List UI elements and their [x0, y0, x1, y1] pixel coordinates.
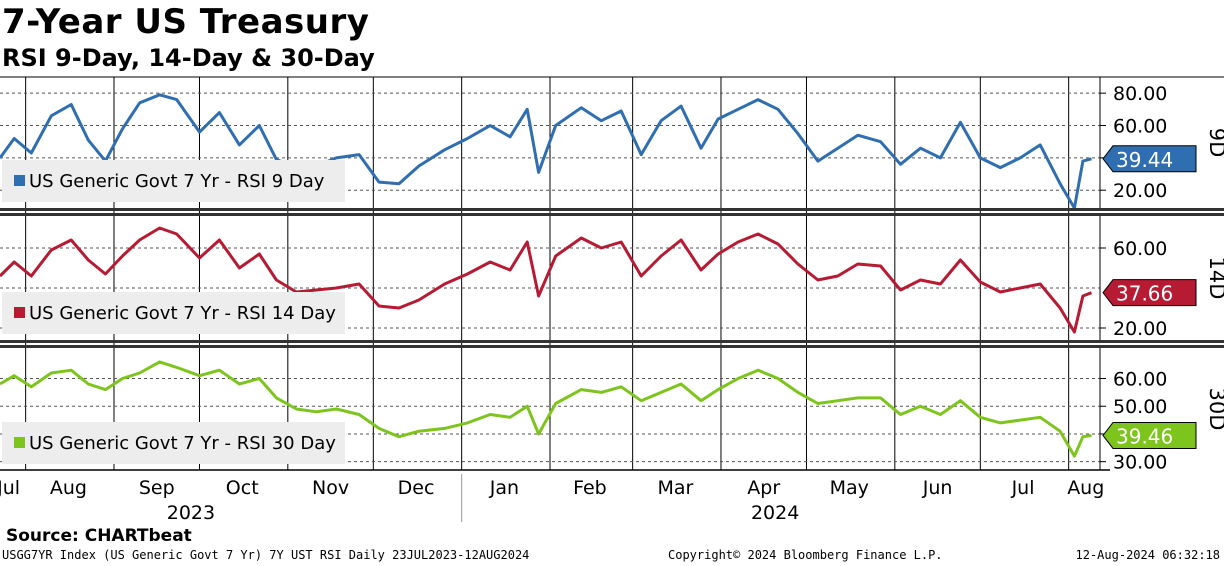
panel-tag: 30D — [1205, 388, 1224, 431]
legend-label: US Generic Govt 7 Yr - RSI 9 Day — [29, 171, 325, 192]
footer-index-info: USGG7YR Index (US Generic Govt 7 Yr) 7Y … — [2, 548, 530, 562]
panel-tag: 14D — [1205, 257, 1224, 300]
last-value-flag — [1102, 421, 1197, 449]
x-month-label: Jul — [0, 477, 20, 499]
footer-timestamp: 12-Aug-2024 06:32:18 — [1075, 548, 1221, 562]
footer-copyright: Copyright© 2024 Bloomberg Finance L.P. — [668, 548, 943, 562]
last-value-label: 39.46 — [1116, 424, 1173, 448]
x-month-label: Mar — [657, 477, 693, 499]
y-tick-label: 60.00 — [1113, 238, 1167, 260]
x-month-label: Oct — [226, 477, 259, 499]
legend-label: US Generic Govt 7 Yr - RSI 14 Day — [29, 303, 336, 324]
legend-box — [2, 292, 345, 334]
legend-swatch — [14, 175, 25, 186]
legend-label: US Generic Govt 7 Yr - RSI 30 Day — [29, 433, 336, 454]
last-value-label: 37.66 — [1116, 282, 1173, 306]
x-month-label: Aug — [50, 477, 87, 499]
legend-box — [2, 160, 345, 202]
panel-separator — [0, 213, 1224, 216]
panel-separator — [0, 345, 1224, 348]
x-year-label: 2023 — [167, 502, 215, 524]
last-value-flag — [1102, 279, 1197, 307]
x-month-label: May — [830, 477, 869, 499]
y-tick-label: 60.00 — [1113, 116, 1167, 138]
legend-swatch — [14, 437, 25, 448]
rsi-series-line — [0, 360, 1092, 458]
source-label: Source: CHARTbeat — [6, 526, 192, 546]
legend-swatch — [14, 307, 25, 318]
y-tick-label: 20.00 — [1113, 180, 1167, 202]
rsi-series-line — [0, 226, 1093, 334]
last-value-label: 39.44 — [1116, 148, 1173, 172]
x-month-label: Jan — [489, 477, 519, 499]
rsi-series-line — [0, 93, 1092, 210]
panel-separator — [0, 208, 1224, 211]
last-value-flag — [1102, 145, 1197, 173]
panel-tag: 9D — [1205, 128, 1224, 158]
y-tick-label: 30.00 — [1113, 452, 1167, 474]
x-month-label: Apr — [747, 477, 780, 499]
x-month-label: Dec — [398, 477, 435, 499]
x-month-label: Jun — [922, 477, 953, 499]
y-tick-label: 20.00 — [1113, 318, 1167, 340]
y-tick-label: 80.00 — [1113, 83, 1167, 105]
x-month-label: Feb — [573, 477, 607, 499]
x-month-label: Jul — [1011, 477, 1035, 499]
y-tick-label: 50.00 — [1113, 396, 1167, 418]
y-tick-label: 60.00 — [1113, 369, 1167, 391]
chart-title: 7-Year US Treasury — [2, 2, 370, 42]
panel-separator — [0, 340, 1224, 343]
x-month-label: Sep — [139, 477, 175, 499]
chart-subtitle: RSI 9-Day, 14-Day & 30-Day — [2, 44, 375, 72]
x-month-label: Aug — [1067, 477, 1104, 499]
legend-box — [2, 422, 345, 464]
x-month-label: Nov — [312, 477, 349, 499]
x-year-label: 2024 — [751, 502, 799, 524]
